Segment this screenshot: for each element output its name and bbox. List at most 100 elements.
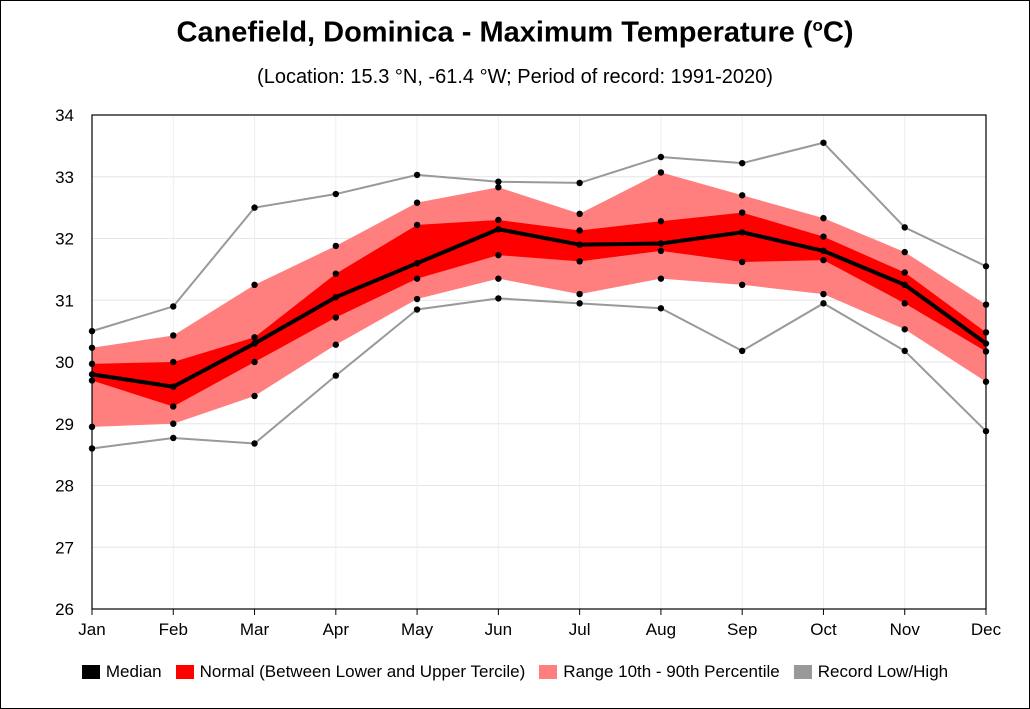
range-upper-point [901, 248, 908, 256]
x-tick-label: Dec [971, 620, 1002, 639]
median-point [170, 383, 177, 390]
record-low-point [901, 347, 908, 355]
normal-lower-point [657, 247, 665, 255]
x-tick-label: Jun [485, 620, 512, 639]
range-lower-point [413, 295, 421, 303]
range-upper-point [738, 192, 746, 199]
range-upper-point [657, 169, 665, 176]
range-upper-point [820, 214, 827, 222]
legend-swatch-normal [175, 665, 194, 679]
legend-swatch-record [793, 665, 812, 679]
x-tick-label: Sep [727, 620, 757, 639]
y-tick-label: 27 [55, 538, 74, 557]
y-tick-label: 32 [55, 230, 74, 249]
normal-upper-point [413, 221, 421, 229]
normal-upper-point [495, 216, 502, 224]
y-tick-label: 28 [55, 477, 74, 496]
record-low-point [820, 300, 827, 307]
normal-upper-point [738, 209, 746, 216]
plot-border [91, 114, 987, 610]
y-tick-label: 26 [55, 600, 74, 619]
normal-lower-point [901, 300, 908, 307]
range-lower-point [332, 341, 340, 348]
record-high-point [657, 153, 665, 161]
x-tick-label: Mar [240, 620, 270, 639]
record-low-point [657, 305, 665, 312]
record-low-point [251, 440, 258, 447]
legend-item-range: Range 10th - 90th Percentile [539, 662, 780, 682]
legend-label-median: Median [105, 662, 162, 681]
record-high-point [332, 190, 340, 198]
range-lower-point [170, 420, 177, 427]
record-low-point [576, 300, 583, 307]
record-high-point [251, 204, 258, 211]
y-tick-label: 29 [55, 415, 74, 434]
record-low-point [738, 347, 746, 355]
normal-upper-point [332, 270, 340, 277]
x-tick-label: Nov [890, 620, 921, 639]
range-lower-point [576, 290, 583, 298]
legend-swatch-median [81, 665, 100, 679]
record-high-point [170, 303, 177, 310]
normal-lower-point [413, 275, 421, 282]
record-low-point [332, 372, 340, 379]
range-lower-point [738, 281, 746, 289]
record-high-point [413, 171, 421, 179]
normal-lower-point [251, 358, 258, 366]
legend-label-range: Range 10th - 90th Percentile [563, 662, 780, 681]
record-high-point [738, 159, 746, 167]
range-lower-point [495, 275, 502, 282]
range-lower-point [820, 290, 827, 298]
chart-title: Canefield, Dominica - Maximum Temperatur… [0, 16, 1030, 50]
normal-lower-point [576, 258, 583, 265]
legend-item-median: Median [81, 662, 162, 682]
normal-upper-point [657, 218, 665, 225]
normal-upper-point [901, 269, 908, 276]
normal-lower-point [820, 256, 827, 264]
record-high-point [576, 179, 583, 187]
range-lower-point [657, 275, 665, 282]
range-lower-point [901, 326, 908, 333]
legend-item-record: Record Low/High [793, 662, 948, 682]
legend-swatch-range [539, 665, 558, 679]
range-upper-point [251, 281, 258, 289]
range-upper-point [495, 184, 502, 191]
median-point [657, 240, 665, 247]
chart-title-end: C) [822, 16, 854, 49]
normal-upper-point [170, 358, 177, 366]
record-low-point [170, 434, 177, 442]
normal-lower-point [495, 251, 502, 259]
range-lower-point [251, 392, 258, 400]
median-point [738, 229, 746, 236]
median-point [576, 241, 583, 248]
range-upper-point [413, 199, 421, 206]
range-upper-point [332, 242, 340, 250]
median-line [91, 227, 988, 389]
y-tick-label: 33 [55, 168, 74, 187]
normal-upper-point [820, 233, 827, 240]
median-point [251, 340, 258, 347]
normal-upper-point [251, 334, 258, 341]
chart-title-main: Canefield, Dominica - Maximum Temperatur… [176, 16, 813, 49]
chart-title-degree-sup: o [812, 16, 823, 35]
y-tick-label: 31 [55, 291, 74, 310]
median-point [495, 226, 502, 233]
record-high-point [901, 224, 908, 231]
range-upper-point [170, 332, 177, 339]
x-tick-label: May [401, 620, 434, 639]
median-point [820, 247, 827, 255]
chart-legend: Median Normal (Between Lower and Upper T… [0, 662, 1030, 682]
record-high-point [820, 139, 827, 146]
median-point [901, 281, 908, 289]
x-tick-label: Jan [78, 620, 105, 639]
normal-band [92, 212, 986, 407]
record-low-point [495, 295, 502, 302]
median-point [413, 260, 421, 267]
chart-subtitle: (Location: 15.3 °N, -61.4 °W; Period of … [257, 66, 773, 88]
median-point [332, 293, 340, 301]
normal-lower-point [738, 258, 746, 266]
normal-lower-point [332, 314, 340, 321]
x-tick-label: Jul [569, 620, 591, 639]
y-tick-label: 30 [55, 353, 74, 372]
